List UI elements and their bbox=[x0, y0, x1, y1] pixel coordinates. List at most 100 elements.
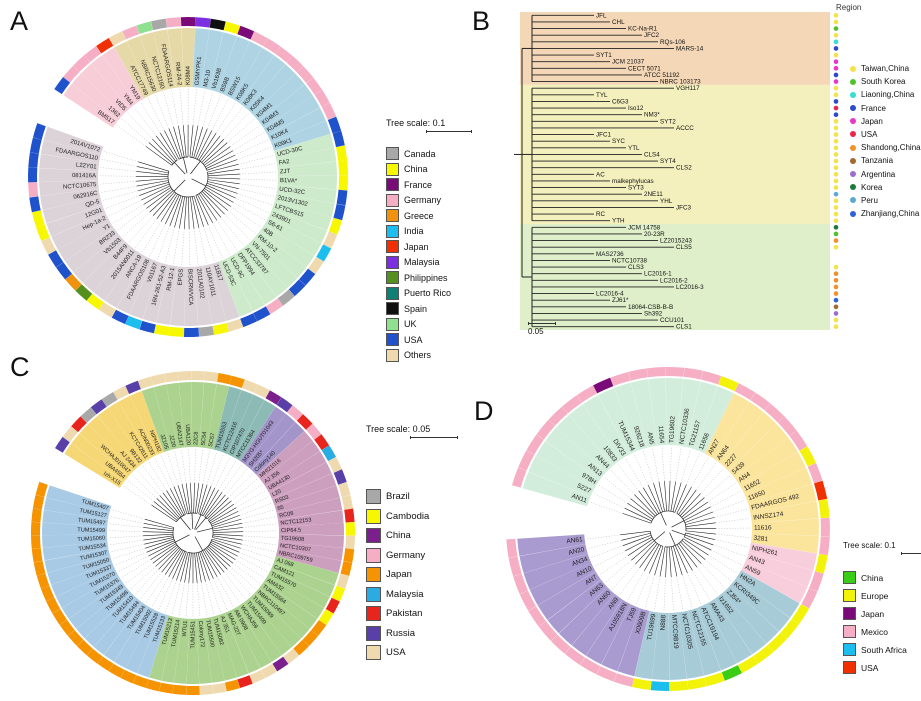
region-ring-segment bbox=[35, 481, 48, 497]
leaf-label: AN11 bbox=[571, 493, 589, 505]
branch-line bbox=[682, 538, 709, 556]
branch-line bbox=[152, 138, 175, 163]
leaf-label: JFL bbox=[596, 12, 607, 19]
region-ring-segment bbox=[814, 480, 828, 501]
leaf-label: JCM 21037 bbox=[612, 59, 645, 66]
panel-d-legend: Tree scale: 0.1 China Europe Japan Mexico So… bbox=[843, 541, 921, 679]
legend-swatch bbox=[843, 589, 856, 602]
region-ring-segment bbox=[321, 102, 337, 120]
branch-line bbox=[627, 503, 653, 520]
panel-c-legend: Tree scale: 0.05 Brazil Cambodia China Germ… bbox=[366, 424, 458, 665]
legend-label: Germany bbox=[386, 549, 426, 561]
guide-line bbox=[237, 193, 272, 205]
legend-item: Puerto Rico bbox=[386, 286, 472, 300]
guide-line bbox=[235, 197, 269, 213]
tree-arc bbox=[683, 532, 686, 538]
legend-item: India bbox=[386, 224, 472, 238]
cluster-wedge bbox=[170, 266, 186, 326]
region-ring-segment bbox=[296, 414, 313, 430]
leaf-label: AJ 351 bbox=[219, 615, 230, 633]
region-ring-segment bbox=[753, 645, 774, 664]
branch-line bbox=[684, 534, 714, 546]
region-ring-segment bbox=[338, 160, 348, 176]
cluster-wedge bbox=[735, 570, 800, 618]
leaf-label: LC2016-3 bbox=[676, 284, 704, 291]
cluster-wedge bbox=[184, 266, 199, 327]
guide-line bbox=[676, 576, 684, 610]
guide-line bbox=[212, 222, 230, 255]
branch-line bbox=[658, 481, 665, 512]
region-dot bbox=[833, 185, 839, 190]
region-ring-segment bbox=[332, 130, 345, 148]
cluster-wedge bbox=[267, 569, 330, 608]
cluster-wedge bbox=[46, 485, 112, 513]
region-ring-segment bbox=[254, 384, 270, 399]
region-ring-segment bbox=[237, 675, 253, 688]
leaf-label: malkephylucas bbox=[612, 178, 654, 185]
legend-swatch bbox=[386, 271, 399, 284]
guide-line bbox=[100, 167, 137, 172]
leaf-label: CLS3 bbox=[628, 264, 644, 271]
cluster-wedge bbox=[114, 41, 151, 99]
guide-line bbox=[224, 213, 250, 240]
cluster-wedge bbox=[64, 443, 124, 488]
cluster-wedge bbox=[140, 32, 168, 92]
leaf-label: TUM15534 bbox=[78, 543, 106, 553]
region-ring-segment bbox=[526, 434, 544, 455]
guide-line bbox=[133, 107, 157, 137]
region-ring-segment bbox=[90, 399, 107, 415]
cluster-wedge bbox=[721, 412, 777, 471]
region-ring-segment bbox=[224, 679, 240, 692]
branch-line bbox=[209, 503, 235, 522]
branch-line bbox=[206, 154, 236, 169]
region-ring-segment bbox=[55, 436, 70, 453]
region-dot bbox=[833, 52, 839, 58]
branch-line bbox=[659, 546, 666, 577]
leaf-label: 65 bbox=[277, 505, 285, 512]
cluster-wedge bbox=[114, 606, 155, 669]
region-ring-segment bbox=[283, 648, 299, 664]
branch-line bbox=[188, 196, 190, 229]
branch-line bbox=[199, 551, 210, 581]
cluster-wedge bbox=[631, 379, 657, 448]
guide-line bbox=[223, 572, 246, 599]
branch-line bbox=[168, 550, 184, 577]
cluster-wedge bbox=[668, 612, 687, 680]
legend-swatch bbox=[386, 317, 399, 331]
leaf-label: NCTC12153 bbox=[280, 517, 312, 526]
leaf-label: JZ20 bbox=[168, 434, 177, 447]
cluster-wedge bbox=[211, 261, 240, 321]
cluster-wedge bbox=[174, 618, 190, 684]
branch-line bbox=[678, 489, 697, 515]
cluster-wedge bbox=[167, 28, 184, 88]
region-ring-segment bbox=[59, 619, 75, 636]
guide-line bbox=[239, 503, 272, 516]
branch-line bbox=[203, 189, 229, 211]
legend-item: Malaysia bbox=[386, 255, 472, 269]
legend-label: China bbox=[861, 572, 884, 583]
guide-line bbox=[118, 555, 149, 572]
branch-line bbox=[207, 181, 239, 189]
cluster-wedge bbox=[750, 501, 819, 524]
legend-label: Others bbox=[404, 350, 432, 360]
guide-line bbox=[211, 98, 229, 131]
leaf-label: L22Y01 bbox=[76, 162, 98, 170]
tree-arc bbox=[171, 159, 178, 166]
leaf-label: BISCRWVCA bbox=[186, 269, 193, 305]
guide-line bbox=[599, 555, 629, 575]
region-ring-segment bbox=[512, 467, 527, 488]
region-dot bbox=[833, 26, 839, 31]
leaf-label: 081416A bbox=[72, 173, 96, 179]
tree-stem bbox=[194, 536, 203, 551]
guide-line bbox=[230, 206, 261, 228]
region-ring-segment bbox=[168, 326, 185, 337]
tree-arc bbox=[176, 514, 186, 523]
region-ring-segment bbox=[308, 256, 324, 274]
legend-label: Peru bbox=[861, 195, 878, 205]
leaf-label: JFC2 bbox=[644, 32, 660, 39]
region-dot bbox=[833, 278, 839, 283]
cluster-wedge bbox=[57, 220, 114, 262]
cluster-wedge bbox=[141, 387, 171, 453]
cluster-wedge bbox=[202, 264, 226, 324]
leaf-label: SYT2 bbox=[660, 118, 676, 125]
